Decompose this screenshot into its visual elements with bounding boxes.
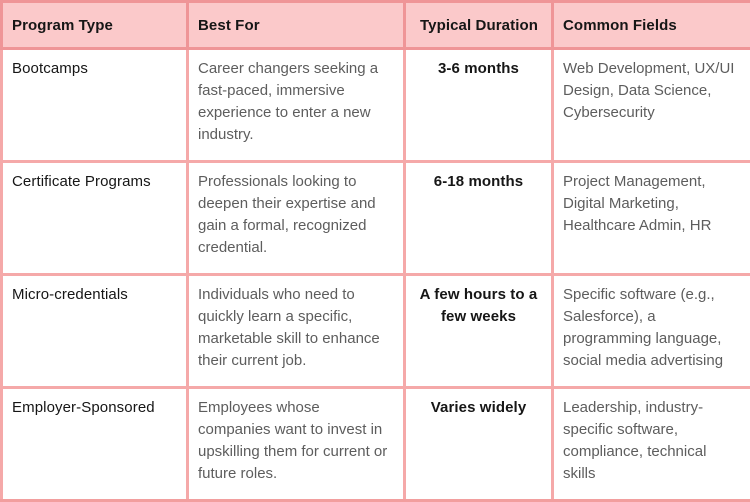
cell-typical-duration: 6-18 months xyxy=(405,162,553,275)
cell-common-fields: Leadership, industry-specific software, … xyxy=(553,388,750,501)
column-header-best-for: Best For xyxy=(188,2,405,49)
cell-common-fields: Web Development, UX/UI Design, Data Scie… xyxy=(553,49,750,162)
table-row-micro-credentials: Micro-credentials Individuals who need t… xyxy=(2,275,750,388)
cell-typical-duration: 3-6 months xyxy=(405,49,553,162)
cell-common-fields: Specific software (e.g., Salesforce), a … xyxy=(553,275,750,388)
header-row: Program Type Best For Typical Duration C… xyxy=(2,2,750,49)
column-header-common-fields: Common Fields xyxy=(553,2,750,49)
cell-best-for: Professionals looking to deepen their ex… xyxy=(188,162,405,275)
cell-program-type: Certificate Programs xyxy=(2,162,188,275)
cell-best-for: Individuals who need to quickly learn a … xyxy=(188,275,405,388)
cell-common-fields: Project Management, Digital Marketing, H… xyxy=(553,162,750,275)
cell-typical-duration: A few hours to a few weeks xyxy=(405,275,553,388)
cell-typical-duration: Varies widely xyxy=(405,388,553,501)
table-row-employer-sponsored: Employer-Sponsored Employees whose compa… xyxy=(2,388,750,501)
cell-best-for: Employees whose companies want to invest… xyxy=(188,388,405,501)
column-header-program-type: Program Type xyxy=(2,2,188,49)
cell-program-type: Employer-Sponsored xyxy=(2,388,188,501)
cell-program-type: Micro-credentials xyxy=(2,275,188,388)
cell-best-for: Career changers seeking a fast-paced, im… xyxy=(188,49,405,162)
column-header-typical-duration: Typical Duration xyxy=(405,2,553,49)
cell-program-type: Bootcamps xyxy=(2,49,188,162)
table-row-bootcamps: Bootcamps Career changers seeking a fast… xyxy=(2,49,750,162)
table-row-certificate-programs: Certificate Programs Professionals looki… xyxy=(2,162,750,275)
